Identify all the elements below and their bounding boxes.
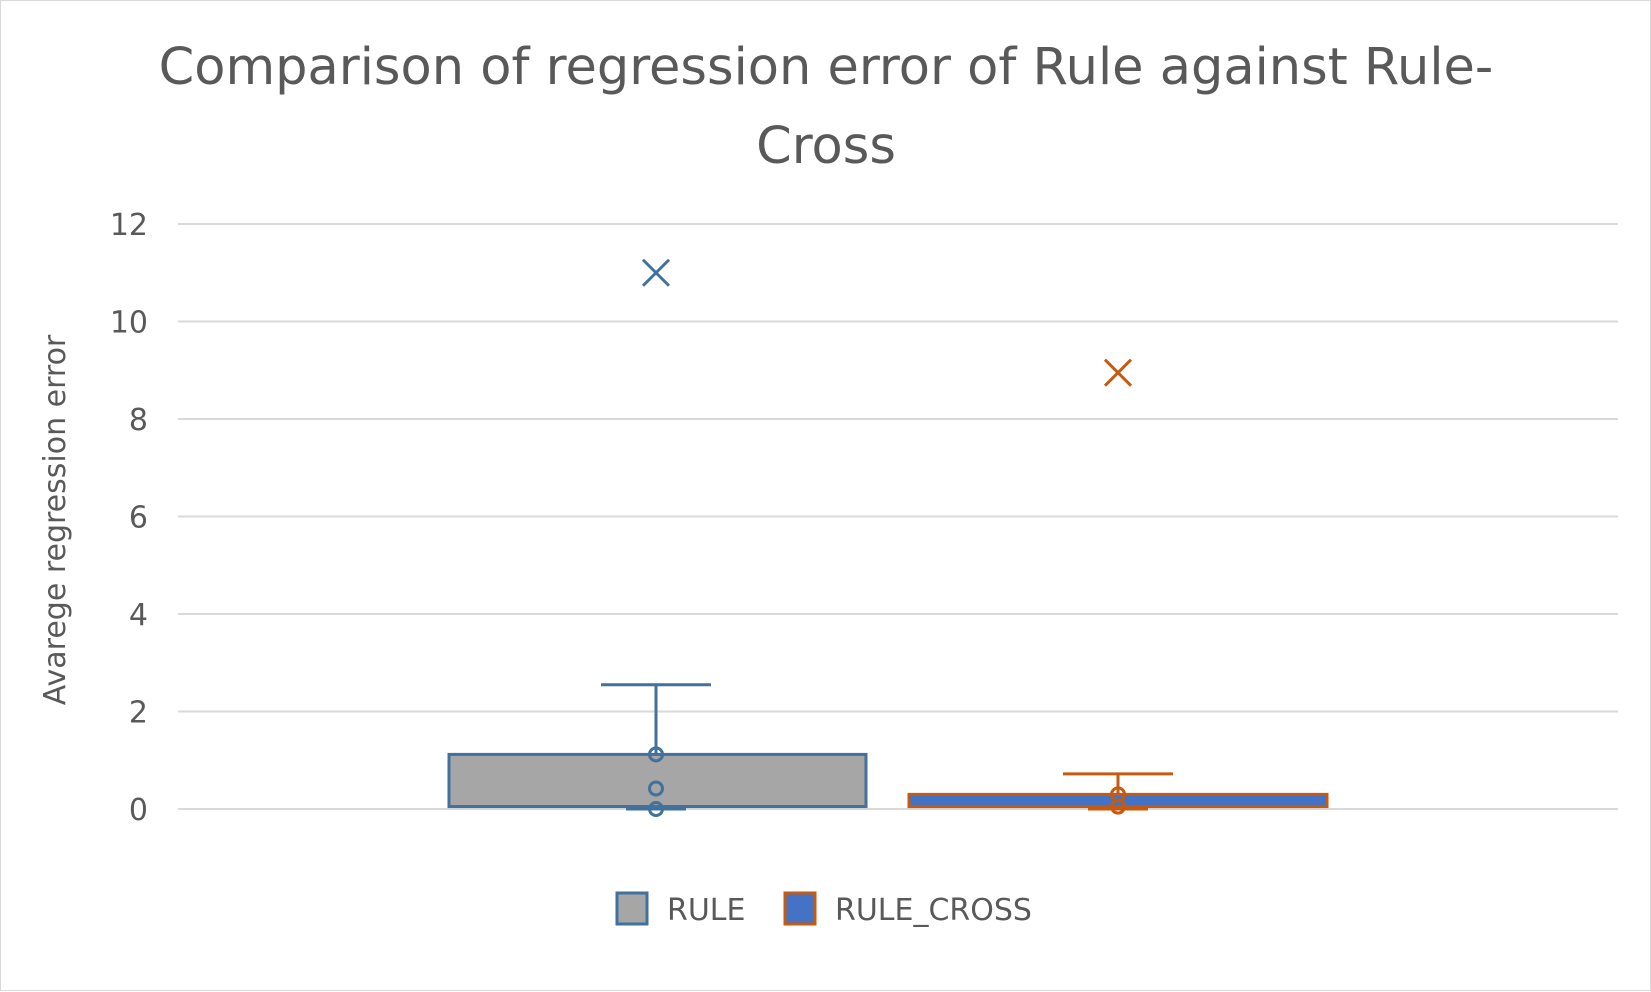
y-tick-label: 12 xyxy=(110,208,148,243)
chart-title: Comparison of regression error of Rule a… xyxy=(159,38,1494,176)
y-tick-label: 0 xyxy=(129,793,148,828)
box-body xyxy=(447,752,868,809)
mean-marker xyxy=(641,258,671,287)
y-tick-label: 8 xyxy=(129,403,148,438)
data-point xyxy=(648,801,664,817)
box-rule-cross xyxy=(907,358,1329,815)
mean-marker-stroke xyxy=(1103,358,1133,387)
y-tick-label: 6 xyxy=(129,501,148,536)
y-tick-label: 4 xyxy=(129,598,148,633)
mean-marker-stroke xyxy=(641,258,671,287)
data-point xyxy=(648,746,664,763)
data-point xyxy=(1110,786,1126,803)
y-tick-label: 2 xyxy=(129,696,148,731)
legend-item-rule-cross: RULE_CROSS xyxy=(783,891,1032,928)
legend-swatch xyxy=(615,891,649,926)
y-tick-label: 10 xyxy=(110,306,148,341)
legend: RULE RULE_CROSS xyxy=(615,891,1032,928)
legend-label: RULE_CROSS xyxy=(835,893,1032,928)
data-point xyxy=(648,780,664,797)
chart-title-line-1: Comparison of regression error of Rule a… xyxy=(159,38,1494,97)
legend-label: RULE xyxy=(667,893,745,928)
series-boxes xyxy=(447,258,1329,817)
y-axis-ticks: 0 2 4 6 8 10 12 xyxy=(110,208,148,828)
box-rule xyxy=(447,258,868,817)
mean-marker xyxy=(1103,358,1133,387)
chart-title-line-2: Cross xyxy=(756,117,896,176)
legend-item-rule: RULE xyxy=(615,891,745,928)
gridlines xyxy=(178,223,1618,810)
legend-swatch xyxy=(783,891,817,926)
y-axis-title: Avarege regression error xyxy=(38,334,73,705)
